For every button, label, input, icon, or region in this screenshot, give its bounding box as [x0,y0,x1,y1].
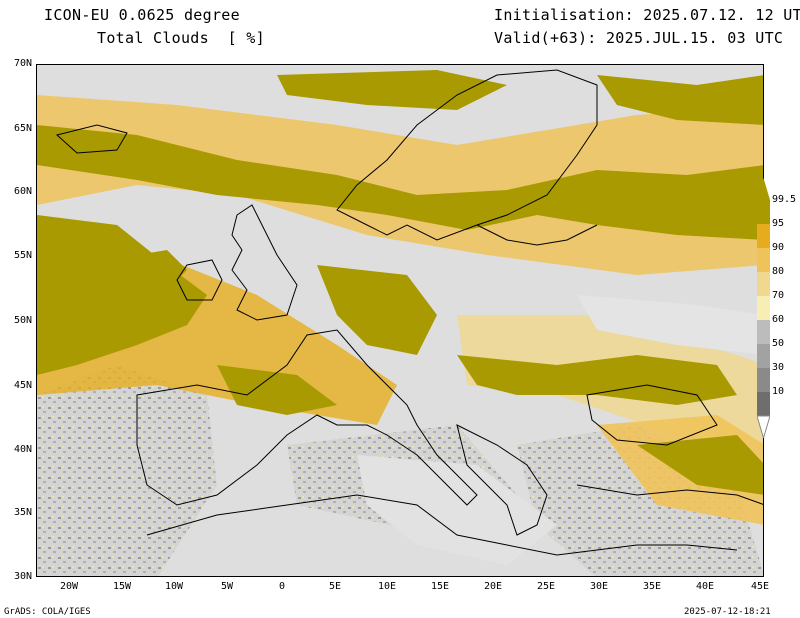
colorbar-swatch [757,344,770,368]
colorbar-label: 80 [772,266,785,277]
lon-tick-label: 5E [328,581,342,592]
colorbar-swatch [757,368,770,392]
colorbar-bottom-arrow [757,415,770,438]
colorbar [757,178,770,438]
lat-tick-label: 40N [13,444,32,455]
cloud-cover-field [37,65,763,576]
lat-tick-label: 50N [13,315,32,326]
colorbar-label: 70 [772,290,785,301]
colorbar-swatch [757,248,770,272]
colorbar-label: 60 [772,314,785,325]
colorbar-swatch [757,224,770,248]
lon-tick-label: 20W [59,581,79,592]
lon-tick-label: 5W [220,581,234,592]
colorbar-top-arrow [757,178,770,200]
lon-tick-label: 0 [278,581,286,592]
footer-timestamp: 2025-07-12-18:21 [684,607,771,617]
lat-tick-label: 30N [13,571,32,582]
valid-time: Valid(+63): 2025.JUL.15. 03 UTC [494,29,784,47]
colorbar-label: 30 [772,362,785,373]
colorbar-label: 50 [772,338,785,349]
colorbar-swatch [757,272,770,296]
lon-tick-label: 15E [430,581,450,592]
colorbar-label: 10 [772,386,785,397]
lon-tick-label: 10E [377,581,397,592]
initialisation-time: Initialisation: 2025.07.12. 12 UTC [494,6,800,24]
colorbar-swatch [757,392,770,416]
lon-tick-label: 30E [589,581,609,592]
model-title: ICON-EU 0.0625 degree [44,6,240,24]
colorbar-label: 90 [772,242,785,253]
cloud-cover-map [36,64,764,577]
lon-tick-label: 25E [536,581,556,592]
lon-tick-label: 10W [164,581,184,592]
colorbar-swatch [757,296,770,320]
lat-tick-label: 35N [13,507,32,518]
lat-tick-label: 65N [13,123,32,134]
variable-title: Total Clouds [ %] [97,29,265,47]
footer-credit: GrADS: COLA/IGES [4,607,91,617]
lat-tick-label: 70N [13,58,32,69]
lon-tick-label: 40E [695,581,715,592]
colorbar-label: 95 [772,218,785,229]
lon-tick-label: 35E [642,581,662,592]
lat-tick-label: 55N [13,250,32,261]
colorbar-swatch [757,320,770,344]
lat-tick-label: 60N [13,186,32,197]
lon-tick-label: 20E [483,581,503,592]
lon-tick-label: 45E [750,581,770,592]
colorbar-swatch [757,200,770,224]
lat-tick-label: 45N [13,380,32,391]
lon-tick-label: 15W [112,581,132,592]
colorbar-label: 99.5 [772,194,797,205]
